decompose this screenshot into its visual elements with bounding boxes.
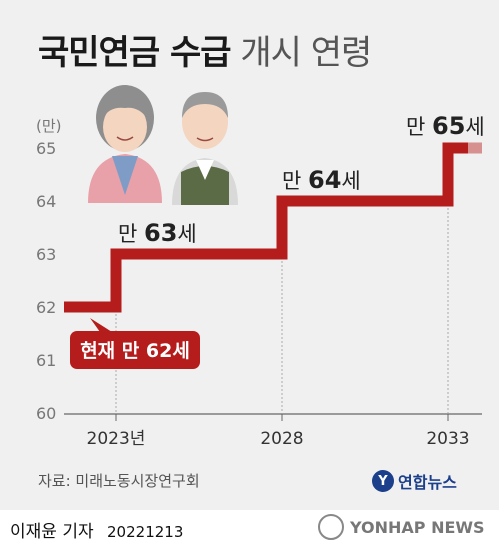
annotation-number: 63 — [144, 219, 177, 247]
yonhap-news-watermark: YONHAP NEWS — [318, 514, 485, 540]
step-annotation: 만 65세 — [406, 112, 485, 140]
reporter-name: 이재윤 기자 — [10, 522, 94, 542]
yonhap-logo-text: 연합뉴스 — [398, 473, 457, 492]
x-tick-label: 2033 — [426, 429, 469, 449]
y-axis-unit-label: (만) — [36, 117, 62, 135]
watermark-icon — [318, 514, 344, 540]
annotation-number: 65 — [432, 112, 465, 140]
source-text: 자료: 미래노동시장연구회 — [38, 472, 200, 490]
annotation-suffix: 세 — [341, 169, 360, 193]
current-callout-box — [70, 331, 200, 369]
step-annotation: 만 63세 — [118, 219, 197, 247]
man-face — [182, 95, 228, 149]
current-callout-label: 현재 만 62세 — [80, 340, 190, 362]
annotation-suffix: 세 — [465, 115, 484, 139]
publish-date: 20221213 — [107, 523, 184, 541]
x-tick-label: 2028 — [260, 429, 303, 449]
step-annotation: 만 64세 — [282, 166, 361, 194]
watermark-text: YONHAP NEWS — [350, 517, 485, 537]
annotation-number: 64 — [308, 166, 341, 194]
woman-scarf — [112, 156, 138, 195]
series-step-line — [64, 142, 482, 313]
title-bold: 국민연금 수급 — [38, 33, 232, 73]
annotation-prefix: 만 — [406, 115, 432, 139]
woman-fringe — [103, 99, 147, 118]
series-fade-tail — [468, 142, 488, 154]
y-tick-label: 62 — [36, 298, 56, 317]
byline: 이재윤 기자 20221213 — [10, 517, 183, 542]
chart-title: 국민연금 수급 개시 연령 — [38, 33, 372, 73]
man-hair — [182, 92, 228, 118]
title-light: 개시 연령 — [240, 33, 372, 73]
yonhap-logo-icon: Y — [372, 470, 394, 492]
y-tick-label: 63 — [36, 245, 56, 264]
y-tick-label: 60 — [36, 404, 56, 423]
current-callout-pointer — [90, 318, 112, 332]
annotation-suffix: 세 — [177, 222, 196, 246]
elderly-couple-illustration — [88, 85, 238, 205]
x-tick-label: 2023년 — [87, 429, 146, 449]
woman-smile — [116, 136, 134, 141]
y-tick-label: 65 — [36, 139, 56, 158]
man-collar — [196, 160, 214, 180]
y-tick-label: 64 — [36, 192, 56, 211]
yonhap-logo: Y 연합뉴스 — [372, 469, 457, 493]
man-smile — [196, 137, 214, 142]
y-tick-label: 61 — [36, 351, 56, 370]
woman-face — [103, 102, 147, 152]
annotation-prefix: 만 — [118, 222, 144, 246]
annotation-prefix: 만 — [282, 169, 308, 193]
man-vest — [181, 166, 229, 205]
